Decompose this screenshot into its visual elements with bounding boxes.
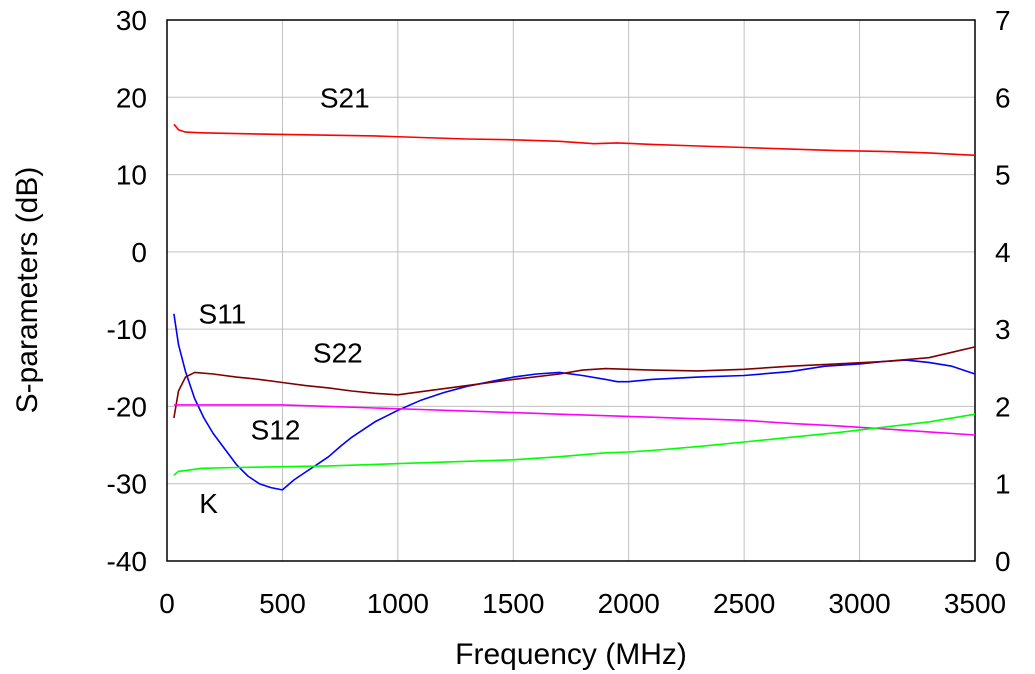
x-tick-label: 1000 — [367, 588, 429, 619]
y2-axis-ticks: 0 1 2 3 4 5 6 7 — [995, 5, 1011, 577]
y2-tick-label: 4 — [995, 237, 1011, 268]
annotations: S21 S11 S22 S12 K — [199, 82, 370, 519]
series-label-s22: S22 — [313, 337, 363, 368]
x-axis-title: Frequency (MHz) — [455, 638, 687, 671]
y-axis-title: S-parameters (dB) — [11, 167, 44, 414]
y-tick-label: 20 — [116, 82, 147, 113]
series-line-k — [173, 413, 976, 476]
series-label-s11: S11 — [199, 299, 247, 330]
y-tick-label: 10 — [116, 160, 147, 191]
series-line-s11 — [173, 313, 976, 491]
y-tick-label: 30 — [116, 5, 147, 36]
y2-tick-label: 0 — [995, 546, 1011, 577]
series-lines — [173, 123, 976, 491]
y-tick-label: -30 — [107, 469, 147, 500]
x-tick-label: 500 — [259, 588, 306, 619]
plot-area-frame — [166, 19, 976, 562]
y2-tick-label: 3 — [995, 314, 1011, 345]
series-label-s12: S12 — [251, 415, 301, 446]
y2-tick-label: 7 — [995, 5, 1011, 36]
x-tick-label: 2500 — [713, 588, 775, 619]
series-line-s22 — [173, 346, 976, 419]
y2-tick-label: 6 — [995, 82, 1011, 113]
y-tick-label: 0 — [131, 237, 147, 268]
grid — [166, 19, 976, 562]
y2-tick-label: 2 — [995, 391, 1011, 422]
x-tick-label: 3000 — [828, 588, 890, 619]
x-tick-label: 1500 — [482, 588, 544, 619]
y2-tick-label: 5 — [995, 160, 1011, 191]
x-axis-ticks: 0 500 1000 1500 2000 2500 3000 3500 — [159, 588, 1006, 619]
series-label-k: K — [199, 488, 218, 519]
y-tick-label: -10 — [107, 314, 147, 345]
series-line-s21 — [173, 123, 976, 157]
y2-tick-label: 1 — [995, 469, 1011, 500]
x-tick-label: 2000 — [598, 588, 660, 619]
y-tick-label: -40 — [107, 546, 147, 577]
series-line-s12 — [173, 404, 976, 436]
y-tick-label: -20 — [107, 391, 147, 422]
x-tick-label: 3500 — [944, 588, 1006, 619]
series-label-s21: S21 — [320, 82, 370, 113]
x-tick-label: 0 — [159, 588, 175, 619]
y-axis-ticks: -40 -30 -20 -10 0 10 20 30 — [107, 5, 147, 577]
